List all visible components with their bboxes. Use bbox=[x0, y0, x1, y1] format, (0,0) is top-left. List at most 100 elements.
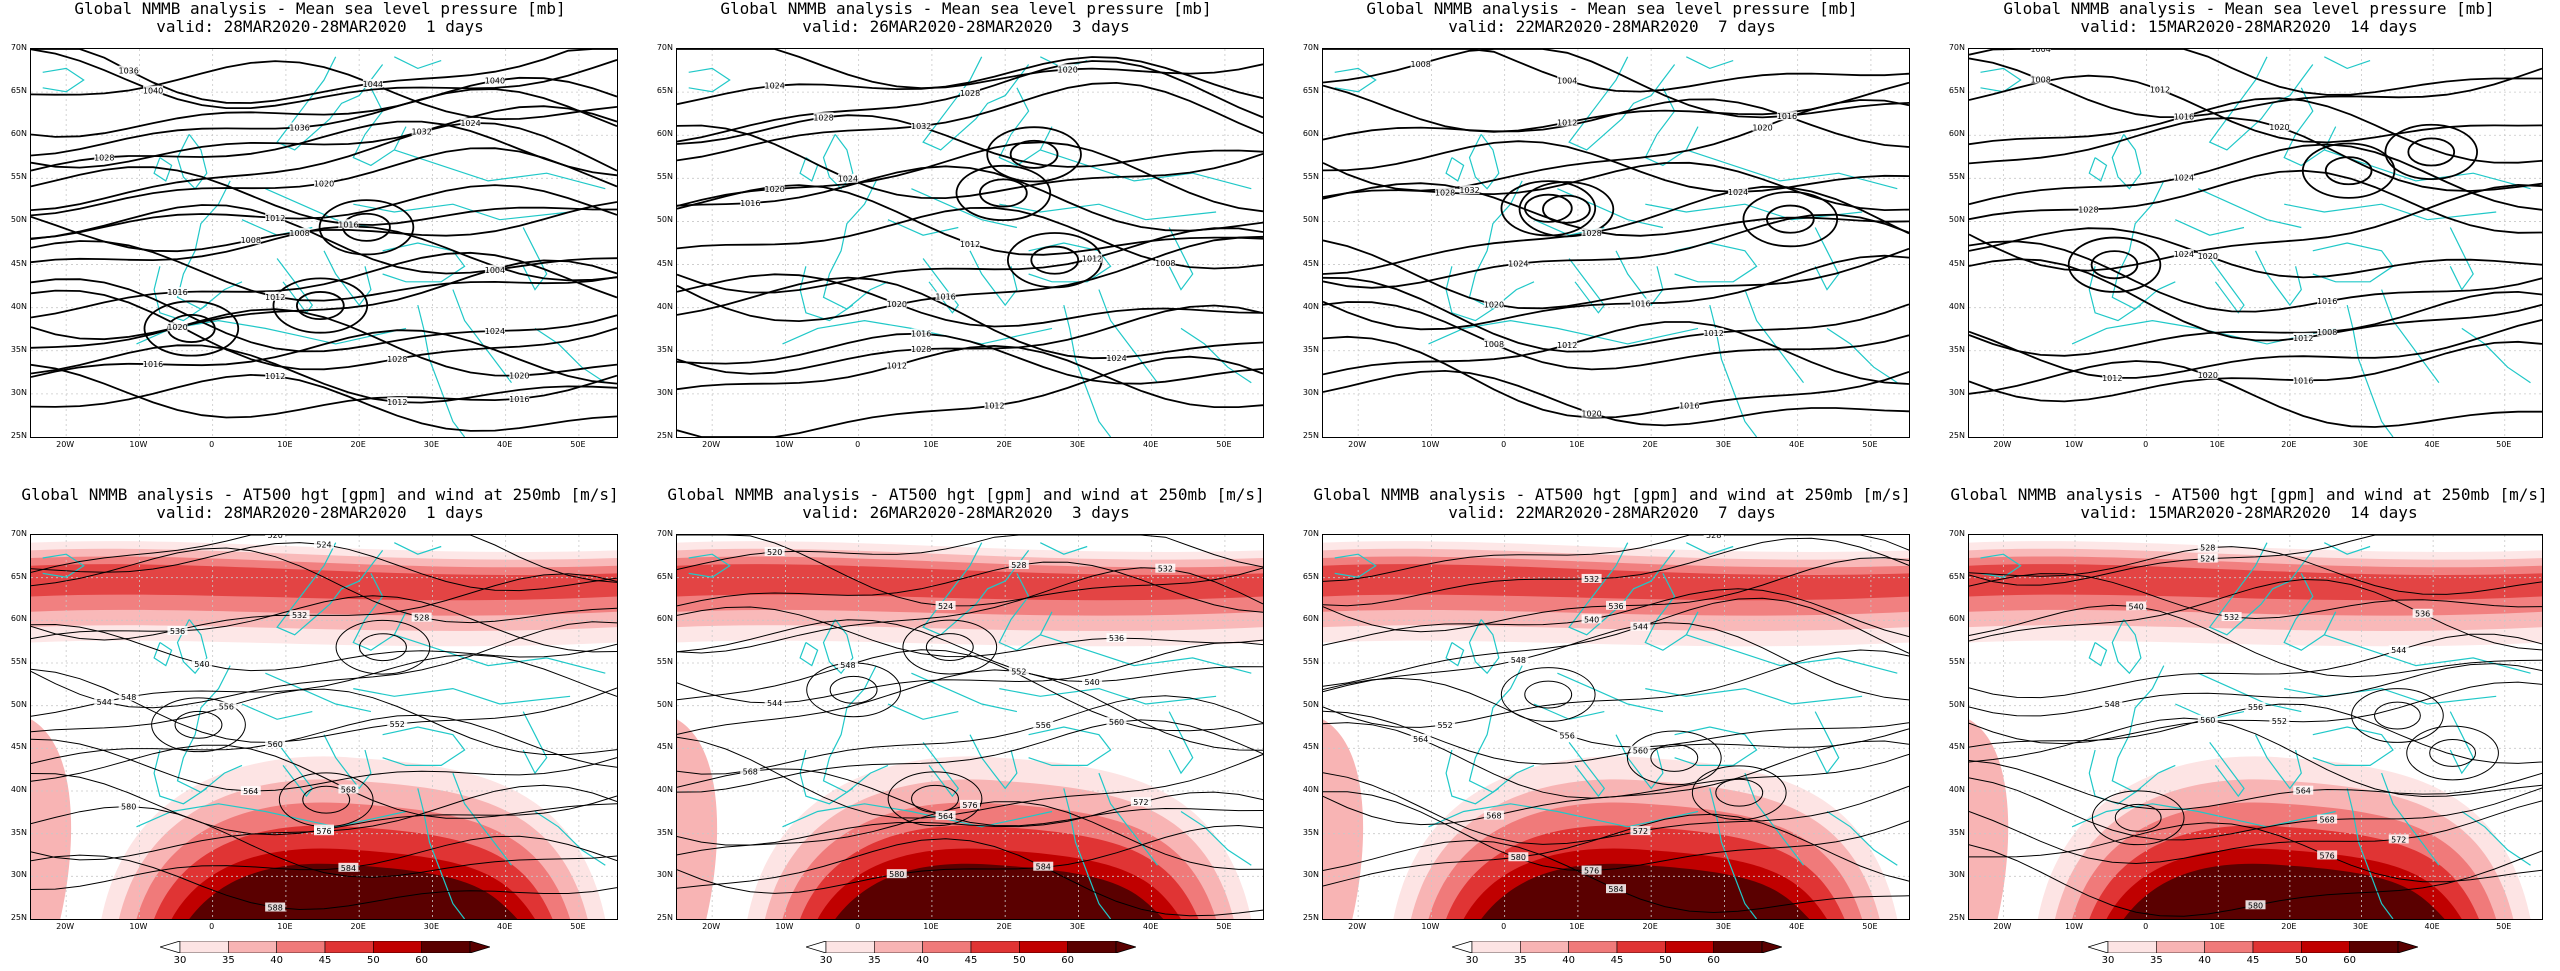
contour-label-bg bbox=[2245, 701, 2266, 711]
contour-label-bg bbox=[2030, 49, 2051, 53]
contour-label-bg bbox=[509, 370, 530, 380]
longitude-label: 10W bbox=[1421, 922, 1440, 931]
map-area[interactable]: 528 532 536 540 544 548 552 556 560 564 568 572 576 5… bbox=[1322, 534, 1910, 920]
contour-label: 1016 bbox=[167, 288, 187, 297]
coastline bbox=[1334, 553, 1377, 578]
latitude-label: 65N bbox=[656, 571, 673, 581]
longitude-label: 0 bbox=[2143, 922, 2149, 931]
contour-label: 1012 bbox=[2150, 85, 2170, 94]
closed-contour bbox=[1009, 139, 1059, 169]
colorbar-ramp bbox=[2088, 941, 2418, 953]
contour-line bbox=[1323, 813, 1909, 887]
colorbar-label: 40 bbox=[1562, 955, 1576, 966]
map-area[interactable]: 520 524 528 532 536 540 544 548 552 556 560 564 568 5… bbox=[30, 534, 618, 920]
closed-contour bbox=[1715, 778, 1764, 807]
latitude-label: 50N bbox=[1302, 699, 1319, 709]
longitude-label: 10E bbox=[923, 440, 939, 449]
latitude-label: 45N bbox=[1302, 742, 1319, 752]
contour-label-bg bbox=[118, 65, 139, 75]
closed-contour bbox=[302, 785, 351, 814]
contour-label: 536 bbox=[2415, 610, 2430, 619]
coastlines bbox=[1980, 56, 2531, 437]
coastline bbox=[2461, 811, 2531, 866]
contour-label-bg bbox=[1082, 253, 1103, 263]
coastline bbox=[2449, 227, 2474, 291]
z500-panel-3: Global NMMB analysis - AT500 hgt [gpm] a… bbox=[1292, 486, 1932, 967]
contour-line bbox=[677, 165, 1263, 232]
contour-line bbox=[31, 240, 617, 302]
closed-contour bbox=[979, 178, 1028, 208]
coastline bbox=[1098, 289, 1158, 384]
contour-label: 1028 bbox=[911, 345, 931, 354]
latitude-label: 55N bbox=[1302, 172, 1319, 182]
contour-label-bg bbox=[935, 291, 956, 301]
latitude-label: 65N bbox=[1948, 571, 1965, 581]
contour-line bbox=[1323, 185, 1909, 275]
contour-label: 1012 bbox=[1557, 118, 1577, 127]
contour-labels: 524 528 532 536 540 544 548 552 556 560 564 568 572 5… bbox=[2102, 542, 2433, 910]
contour-label: 528 bbox=[1706, 535, 1721, 540]
map-area[interactable]: 1004 1008 1012 1016 1020 1024 1028 1032 1028 1024… bbox=[1322, 48, 1910, 438]
latitude-label: 55N bbox=[1948, 657, 1965, 666]
coastline bbox=[1568, 56, 1676, 151]
latitude-label: 70N bbox=[656, 529, 673, 538]
colorbar-label: 45 bbox=[318, 955, 332, 966]
latitude-label: 35N bbox=[1302, 827, 1319, 837]
colorbar-label: 30 bbox=[1465, 955, 1479, 966]
contour-label: 1012 bbox=[887, 361, 907, 370]
closed-contour bbox=[2374, 701, 2421, 730]
map-area[interactable]: 1004 1008 1012 1016 1020 1024 1028 1024 1020 1016… bbox=[1968, 48, 2543, 438]
closed-contour bbox=[2429, 739, 2477, 767]
contour-label-bg bbox=[837, 660, 858, 670]
contour-line bbox=[1323, 49, 1909, 93]
contour-label-bg bbox=[911, 344, 932, 354]
contour-line bbox=[31, 738, 617, 792]
contour-label-bg bbox=[1776, 111, 1797, 121]
map-area[interactable]: 520 524 528 532 536 540 544 548 552 556 560 564 568 5… bbox=[676, 534, 1264, 920]
coastline bbox=[1098, 772, 1158, 866]
contour-line bbox=[31, 595, 617, 653]
contour-label-bg bbox=[960, 799, 980, 809]
contour-label-bg bbox=[2030, 74, 2051, 84]
contour-line bbox=[1969, 822, 2542, 883]
contour-line bbox=[677, 124, 1263, 200]
contour-label: 580 bbox=[889, 870, 904, 879]
contour-label: 1016 bbox=[2174, 113, 2194, 122]
latitude-label: 40N bbox=[656, 301, 673, 311]
longitude-label: 20E bbox=[1642, 922, 1658, 931]
coastline bbox=[922, 56, 1030, 151]
latitude-label: 25N bbox=[1948, 913, 1965, 922]
map-area[interactable]: 524 528 532 536 540 544 548 552 556 560 564 568 572 5… bbox=[1968, 534, 2543, 920]
colorbar-swatch bbox=[421, 941, 471, 953]
contour-label: 540 bbox=[1084, 678, 1099, 687]
colorbar-label: 50 bbox=[1012, 955, 1026, 966]
mslp-panel-4: Global NMMB analysis - Mean sea level pr… bbox=[1938, 0, 2560, 480]
coastline bbox=[1814, 227, 1840, 291]
latitude-label: 50N bbox=[1302, 215, 1319, 225]
contour-label-bg bbox=[2317, 850, 2338, 860]
contour-line bbox=[31, 623, 617, 672]
colorbar-swatch bbox=[324, 941, 374, 953]
contour-labels: 1036 1040 1044 1040 1036 1032 1028 1024 1020 1016… bbox=[94, 65, 530, 407]
map-area[interactable]: 1036 1040 1044 1040 1036 1032 1028 1024 1020 1016… bbox=[30, 48, 618, 438]
latitude-label: 30N bbox=[1948, 387, 1965, 397]
contour-label: 1008 bbox=[1410, 60, 1430, 69]
contour-line bbox=[31, 184, 617, 240]
closed-contour bbox=[1626, 730, 1722, 786]
map-area[interactable]: 1020 1024 1028 1032 1028 1024 1020 1016 1012 1008… bbox=[676, 48, 1264, 438]
colorbar-label: 40 bbox=[2198, 955, 2212, 966]
jet-band bbox=[677, 719, 718, 919]
longitude-label: 10E bbox=[2209, 922, 2225, 931]
contour-label: 1008 bbox=[1155, 259, 1175, 268]
wind-shading bbox=[677, 541, 1263, 919]
contour-label: 564 bbox=[1413, 735, 1428, 744]
contour-label: 552 bbox=[2272, 717, 2287, 726]
contour-label: 560 bbox=[1633, 747, 1648, 756]
colorbar-ramp bbox=[160, 941, 490, 953]
longitude-label: 0 bbox=[855, 440, 861, 449]
contour-label: 1040 bbox=[143, 87, 163, 96]
contour-line bbox=[31, 166, 617, 226]
latitude-label: 65N bbox=[1302, 571, 1319, 581]
coastline bbox=[2324, 56, 2371, 70]
longitude-label: 10E bbox=[2209, 440, 2225, 449]
